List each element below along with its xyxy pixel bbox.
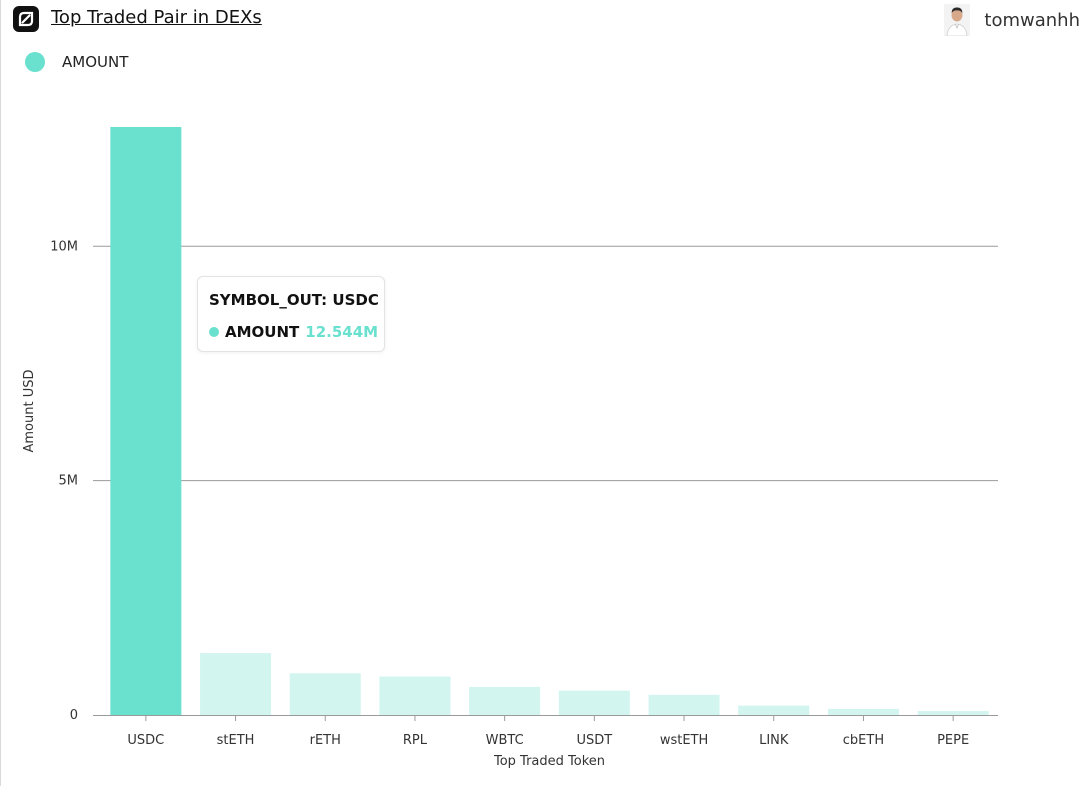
user-profile[interactable]: tomwanhh [944, 4, 1080, 37]
bar-usdc[interactable] [110, 127, 182, 715]
y-axis-title: Amount USD [22, 370, 37, 453]
legend-item-amount[interactable]: AMOUNT [25, 52, 128, 72]
tooltip-value: 12.544M [305, 323, 379, 341]
chart-tooltip: SYMBOL_OUT: USDC AMOUNT 12.544M [197, 276, 385, 352]
x-tick-label: WBTC [486, 733, 524, 748]
y-tick-label: 10M [50, 239, 78, 254]
y-tick-label: 0 [70, 708, 78, 723]
tooltip-title: SYMBOL_OUT: USDC [209, 291, 379, 309]
y-tick-label: 5M [59, 474, 79, 489]
bar-pepe[interactable] [917, 711, 989, 715]
avatar[interactable] [944, 4, 971, 37]
x-tick-label: rETH [310, 733, 341, 748]
x-tick-label: stETH [217, 733, 255, 748]
bar-wsteth[interactable] [648, 694, 720, 715]
x-axis-title: Top Traded Token [493, 754, 605, 769]
dashboard-title-link[interactable]: Top Traded Pair in DEXs [51, 7, 262, 28]
bar-reth[interactable] [289, 673, 361, 715]
bar-usdt[interactable] [558, 690, 630, 715]
bar-wbtc[interactable] [469, 686, 541, 715]
legend-swatch [25, 52, 45, 72]
x-tick-label: RPL [403, 733, 428, 748]
bar-link[interactable] [738, 705, 810, 715]
chart-header: Top Traded Pair in DEXs tomwanhh [1, 0, 1087, 40]
app-logo-icon[interactable] [13, 6, 39, 32]
username: tomwanhh [984, 9, 1080, 31]
x-tick-label: wstETH [660, 733, 708, 748]
x-tick-label: USDC [127, 733, 164, 748]
tooltip-series-label: AMOUNT [225, 323, 300, 341]
legend-label: AMOUNT [62, 53, 129, 71]
x-tick-label: PEPE [937, 733, 969, 748]
x-tick-label: LINK [759, 733, 789, 748]
x-tick-label: USDT [576, 733, 612, 748]
tooltip-row: AMOUNT 12.544M [209, 323, 378, 341]
bar-cbeth[interactable] [827, 708, 899, 715]
x-tick-label: cbETH [843, 733, 884, 748]
bar-steth[interactable] [200, 653, 272, 715]
tooltip-series-dot [209, 327, 219, 337]
bar-rpl[interactable] [379, 676, 451, 715]
